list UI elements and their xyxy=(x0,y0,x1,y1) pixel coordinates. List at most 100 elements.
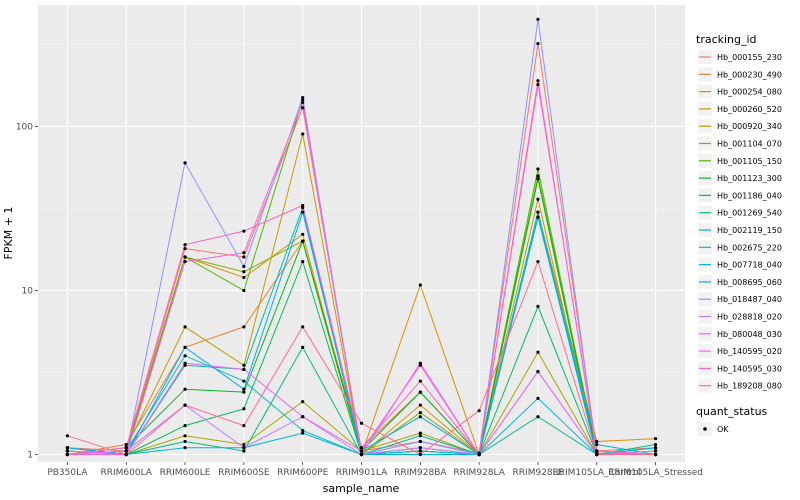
x-tick-label: RRIM928LE xyxy=(513,468,564,478)
data-point xyxy=(242,449,246,453)
data-point xyxy=(183,361,187,365)
x-axis: PB350LA RRIM600LA RRIM600LE RRIM600SE RRIM60… xyxy=(47,462,703,478)
data-point xyxy=(536,79,540,83)
legend: tracking_id Hb_000155_230 Hb_000230_490 Hb… xyxy=(696,33,782,436)
data-point xyxy=(418,439,422,444)
legend-label: Hb_001105_150 xyxy=(717,157,782,166)
data-point xyxy=(242,288,246,293)
data-point xyxy=(653,436,658,441)
legend-label: Hb_028818_020 xyxy=(717,313,782,322)
x-tick-label: RRIM600LA xyxy=(100,468,152,478)
data-point xyxy=(359,449,364,453)
data-point xyxy=(183,446,187,450)
legend-label: Hb_000230_490 xyxy=(717,70,782,79)
legend-label: Hb_189208_080 xyxy=(717,382,782,391)
data-point xyxy=(242,379,246,383)
x-tick-label: RRIM600LE xyxy=(160,468,211,478)
data-point xyxy=(242,367,246,372)
x-tick-label: RRIM928BA xyxy=(394,468,447,478)
data-point xyxy=(536,210,540,214)
legend-label: Hb_140595_020 xyxy=(717,347,782,356)
data-point xyxy=(183,345,187,349)
data-point xyxy=(65,434,70,438)
legend-title: tracking_id xyxy=(696,33,757,46)
data-point xyxy=(242,424,246,428)
data-point xyxy=(536,415,540,419)
data-point xyxy=(653,449,658,453)
data-point xyxy=(477,452,481,457)
data-point xyxy=(418,390,422,394)
data-point xyxy=(359,421,364,425)
y-tick-label: 1 xyxy=(27,450,33,460)
x-tick-label: RRIM600SE xyxy=(218,468,270,478)
quant-status-legend-title: quant_status xyxy=(696,405,768,418)
y-axis-title: FPKM + 1 xyxy=(2,207,15,260)
data-point xyxy=(301,415,305,419)
data-point xyxy=(301,400,305,404)
legend-label: Hb_000155_230 xyxy=(717,53,782,62)
data-point xyxy=(183,354,187,358)
data-point xyxy=(536,396,540,400)
legend-label: Hb_140595_030 xyxy=(717,364,782,373)
data-point xyxy=(242,387,246,391)
data-point xyxy=(536,259,540,264)
data-point xyxy=(536,17,540,21)
data-point xyxy=(595,452,599,457)
data-point xyxy=(242,442,246,447)
legend-items: Hb_000155_230 Hb_000230_490 Hb_000254_080 H… xyxy=(698,50,782,393)
data-point xyxy=(183,259,187,264)
x-tick-label: RRIM105LA_Control xyxy=(553,468,642,478)
data-point xyxy=(183,434,187,438)
data-point xyxy=(536,304,540,308)
data-point xyxy=(242,407,246,411)
data-point xyxy=(301,210,305,214)
data-point xyxy=(418,452,422,457)
data-point xyxy=(242,275,246,280)
data-point xyxy=(595,442,599,447)
legend-label: Hb_001269_540 xyxy=(717,209,782,218)
data-point xyxy=(418,434,422,438)
data-point xyxy=(65,446,70,450)
data-point xyxy=(183,255,187,259)
legend-label: Hb_002119_150 xyxy=(717,226,782,235)
legend-label: Hb_000260_520 xyxy=(717,105,782,114)
legend-label: Hb_007718_040 xyxy=(717,261,782,270)
data-point xyxy=(301,431,305,435)
data-point xyxy=(536,215,540,219)
data-point xyxy=(536,82,540,87)
data-point xyxy=(418,411,422,415)
data-point xyxy=(183,403,187,407)
data-points xyxy=(65,17,658,457)
data-point xyxy=(242,390,246,394)
legend-label: Hb_018487_040 xyxy=(717,295,782,304)
data-point xyxy=(653,452,658,457)
data-point xyxy=(418,415,422,419)
data-point xyxy=(242,325,246,329)
data-point xyxy=(418,379,422,383)
legend-label: Hb_001186_040 xyxy=(717,191,782,200)
data-point xyxy=(536,177,540,181)
y-tick-label: 100 xyxy=(16,122,33,132)
data-point xyxy=(301,345,305,349)
data-point xyxy=(242,255,246,259)
data-point xyxy=(124,449,128,453)
data-point xyxy=(301,106,305,110)
data-point xyxy=(183,325,187,329)
data-point xyxy=(418,361,422,365)
grid xyxy=(38,5,685,462)
x-tick-label: PB350LA xyxy=(47,468,88,478)
legend-label: Hb_008695_060 xyxy=(717,278,782,287)
data-point xyxy=(359,452,364,457)
data-point xyxy=(183,424,187,428)
data-point xyxy=(301,98,305,102)
data-point xyxy=(536,197,540,201)
data-point xyxy=(65,452,70,457)
legend-label: Hb_002675_220 xyxy=(717,243,782,252)
x-axis-title: sample_name xyxy=(323,482,400,495)
data-point xyxy=(653,446,658,450)
data-point xyxy=(124,446,128,450)
data-point xyxy=(301,428,305,433)
data-point xyxy=(242,251,246,255)
data-point xyxy=(477,409,481,413)
